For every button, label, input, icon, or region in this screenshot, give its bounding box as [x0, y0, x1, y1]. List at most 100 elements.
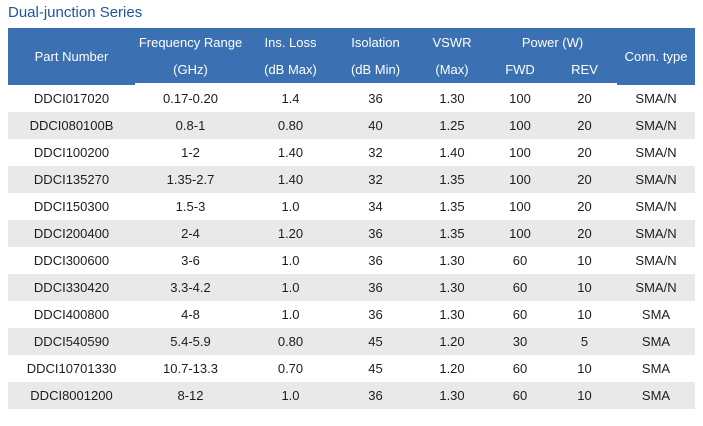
table-cell: 36 — [335, 274, 416, 301]
table-cell: 1.30 — [416, 247, 488, 274]
table-cell: DDCI080100B — [8, 112, 135, 139]
table-cell: 1.20 — [416, 328, 488, 355]
table-cell: 100 — [488, 220, 552, 247]
header-row-bottom: (GHz) (dB Max) (dB Min) (Max) FWD REV — [8, 56, 695, 85]
table-row: DDCI100200 1-2 1.40 32 1.40 100 20 SMA/N — [8, 139, 696, 166]
table-cell: 5.4-5.9 — [135, 328, 246, 355]
table-cell: 60 — [488, 301, 552, 328]
header-part-number: Part Number — [8, 28, 135, 85]
table-body: DDCI017020 0.17-0.20 1.4 36 1.30 100 20 SMA/N DD… — [8, 85, 696, 409]
table-cell: DDCI330420 — [8, 274, 135, 301]
table-row: DDCI10701330 10.7-13.3 0.70 45 1.20 60 10 SMA — [8, 355, 696, 382]
table-cell: 100 — [488, 193, 552, 220]
table-cell: 1.35 — [416, 193, 488, 220]
table-cell: 34 — [335, 193, 416, 220]
header-vswr: VSWR — [416, 28, 488, 57]
table-cell: 36 — [335, 85, 416, 112]
header-ins-loss: Ins. Loss — [246, 28, 335, 57]
table-cell: DDCI10701330 — [8, 355, 135, 382]
table-cell: 10 — [552, 301, 618, 328]
table-cell: 20 — [552, 193, 618, 220]
table-cell: 36 — [335, 247, 416, 274]
table-cell: SMA/N — [617, 166, 696, 193]
table-cell: 1.30 — [416, 301, 488, 328]
table-cell: 36 — [335, 382, 416, 409]
table-cell: 3.3-4.2 — [135, 274, 246, 301]
table-cell: 30 — [488, 328, 552, 355]
table-cell: 60 — [488, 355, 552, 382]
header-power: Power (W) — [488, 28, 618, 57]
table-cell: 60 — [488, 247, 552, 274]
table-cell: 1.0 — [246, 382, 335, 409]
table-cell: DDCI300600 — [8, 247, 135, 274]
header-vswr-unit: (Max) — [416, 56, 488, 85]
table-cell: SMA/N — [617, 112, 696, 139]
table-cell: 32 — [335, 166, 416, 193]
header-row-top: Part Number Frequency Range Ins. Loss Is… — [8, 28, 696, 85]
table-cell: 10 — [552, 382, 618, 409]
table-row: DDCI135270 1.35-2.7 1.40 32 1.35 100 20 SMA/N — [8, 166, 696, 193]
table-cell: 1.0 — [246, 247, 335, 274]
table-cell: 0.80 — [246, 328, 335, 355]
table-cell: 1.30 — [416, 382, 488, 409]
table-cell: 10 — [552, 355, 618, 382]
table-cell: 1-2 — [135, 139, 246, 166]
header-ins-loss-unit: (dB Max) — [246, 56, 335, 85]
table-cell: DDCI540590 — [8, 328, 135, 355]
table-cell: 1.40 — [416, 139, 488, 166]
table-cell: 1.20 — [416, 355, 488, 382]
table-cell: DDCI200400 — [8, 220, 135, 247]
table-cell: DDCI135270 — [8, 166, 135, 193]
table-cell: 0.17-0.20 — [135, 85, 246, 112]
table-cell: SMA/N — [617, 139, 696, 166]
table-cell: SMA/N — [617, 220, 696, 247]
table-cell: 1.30 — [416, 274, 488, 301]
table-row: DDCI017020 0.17-0.20 1.4 36 1.30 100 20 SMA/N — [8, 85, 696, 112]
header-conn-type: Conn. type — [617, 28, 696, 85]
table-cell: 5 — [552, 328, 618, 355]
table-row: DDCI400800 4-8 1.0 36 1.30 60 10 SMA — [8, 301, 696, 328]
table-cell: 40 — [335, 112, 416, 139]
table-cell: 10 — [552, 247, 618, 274]
header-frequency-unit: (GHz) — [135, 56, 246, 85]
table-cell: SMA — [617, 355, 696, 382]
table-cell: 1.30 — [416, 85, 488, 112]
table-cell: 45 — [335, 328, 416, 355]
table-row: DDCI300600 3-6 1.0 36 1.30 60 10 SMA/N — [8, 247, 696, 274]
table-cell: 60 — [488, 382, 552, 409]
table-cell: SMA/N — [617, 274, 696, 301]
table-cell: 36 — [335, 220, 416, 247]
table-cell: 100 — [488, 166, 552, 193]
header-power-rev: REV — [552, 56, 618, 85]
table-cell: 0.70 — [246, 355, 335, 382]
table-cell: 20 — [552, 220, 618, 247]
table-cell: SMA/N — [617, 247, 696, 274]
table-cell: 1.0 — [246, 193, 335, 220]
spec-table: Part Number Frequency Range Ins. Loss Is… — [8, 28, 696, 409]
table-cell: 60 — [488, 274, 552, 301]
table-cell: 10.7-13.3 — [135, 355, 246, 382]
table-cell: SMA — [617, 301, 696, 328]
page-title: Dual-junction Series — [8, 4, 143, 21]
table-cell: 20 — [552, 85, 618, 112]
table-cell: 1.35 — [416, 166, 488, 193]
table-cell: 1.0 — [246, 301, 335, 328]
table-cell: 0.8-1 — [135, 112, 246, 139]
table-cell: 4-8 — [135, 301, 246, 328]
table-cell: 10 — [552, 274, 618, 301]
table-cell: SMA/N — [617, 193, 696, 220]
table-cell: 1.35 — [416, 220, 488, 247]
table-cell: 1.5-3 — [135, 193, 246, 220]
table-cell: 1.40 — [246, 139, 335, 166]
table-cell: SMA/N — [617, 85, 696, 112]
table-cell: 20 — [552, 112, 618, 139]
table-cell: 32 — [335, 139, 416, 166]
table-cell: 1.35-2.7 — [135, 166, 246, 193]
table-cell: 8-12 — [135, 382, 246, 409]
table-row: DDCI330420 3.3-4.2 1.0 36 1.30 60 10 SMA/N — [8, 274, 696, 301]
table-cell: 100 — [488, 85, 552, 112]
table-row: DDCI200400 2-4 1.20 36 1.35 100 20 SMA/N — [8, 220, 696, 247]
table-row: DDCI8001200 8-12 1.0 36 1.30 60 10 SMA — [8, 382, 696, 409]
table-cell: 20 — [552, 139, 618, 166]
